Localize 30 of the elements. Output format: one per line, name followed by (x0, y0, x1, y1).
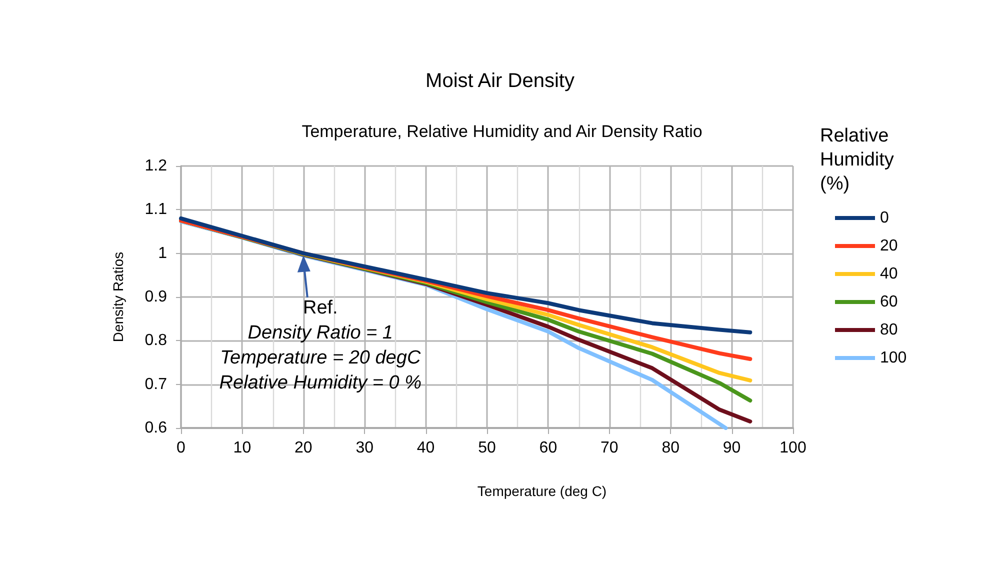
y-axis-title: Density Ratios (110, 252, 126, 342)
x-tick-label: 80 (662, 440, 680, 456)
legend-label: 100 (880, 350, 907, 366)
y-tick-label: 1 (158, 244, 168, 262)
y-tick-label: 0.6 (144, 420, 168, 436)
x-tick-label: 20 (294, 440, 312, 456)
legend-label: 20 (880, 238, 898, 254)
y-tick-label: 1.1 (144, 201, 168, 218)
legend-label: 0 (880, 210, 889, 226)
chart-title: Moist Air Density (426, 70, 574, 92)
legend-label: 40 (880, 266, 898, 282)
y-tick-label: 0.9 (144, 288, 168, 306)
y-tick-label: 0.8 (144, 332, 168, 350)
x-tick-label: 50 (478, 440, 496, 456)
x-tick-label: 40 (416, 440, 435, 456)
legend-title: Relative Humidity (%) (820, 126, 894, 194)
x-tick-label: 100 (780, 440, 806, 456)
x-tick-label: 0 (176, 440, 186, 456)
x-tick-label: 90 (722, 440, 741, 456)
legend-label: 60 (880, 294, 898, 310)
y-tick-label: 0.7 (144, 376, 168, 393)
annotation: Ref. Density Ratio = 1 Temperature = 20 degC Relative Humidity = 0 % (219, 297, 422, 394)
x-tick-label: 60 (539, 440, 558, 456)
x-tick-label: 30 (356, 440, 374, 456)
x-axis-title: Temperature (deg C) (477, 483, 607, 499)
x-tick-label: 10 (233, 440, 252, 456)
legend-label: 80 (880, 322, 898, 338)
x-tick-label: 70 (600, 440, 618, 456)
y-tick-label: 1.2 (144, 158, 168, 174)
chart-subtitle: Temperature, Relative Humidity and Air Density Ratio (302, 122, 702, 141)
